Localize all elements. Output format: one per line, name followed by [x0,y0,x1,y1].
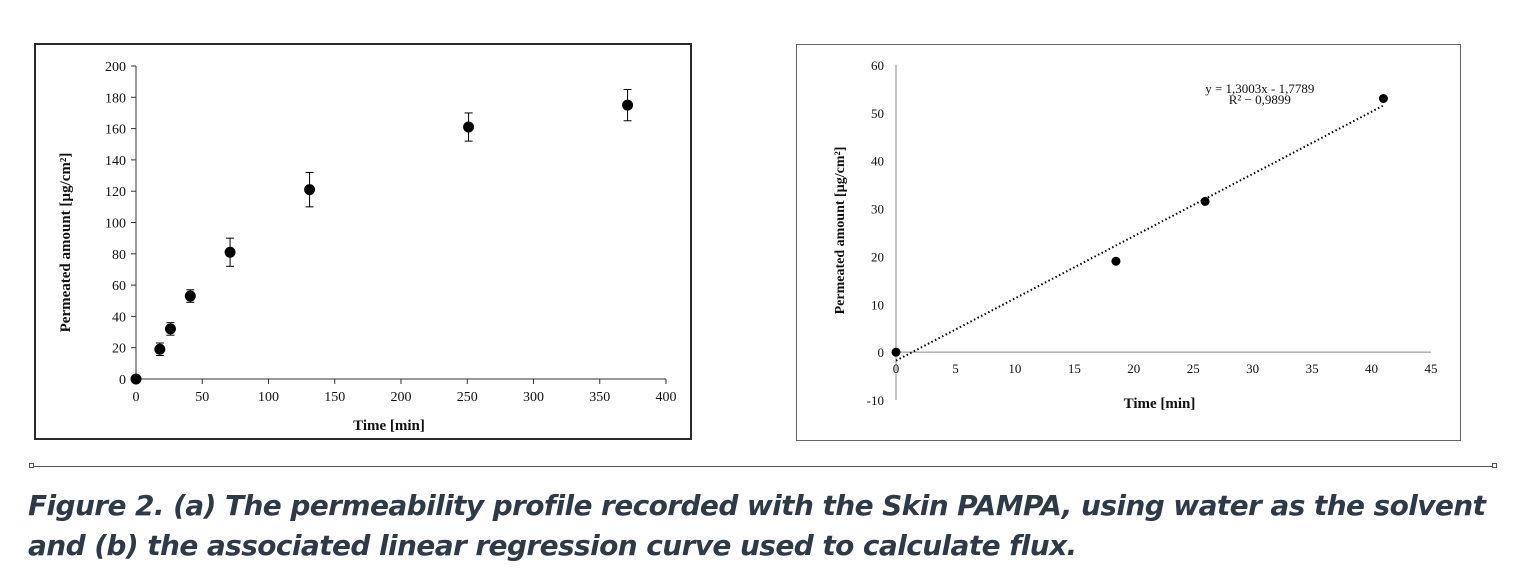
y-tick-label: 20 [871,249,884,264]
y-tick-label: 0 [119,373,126,388]
figure-caption: Figure 2. (a) The permeability profile r… [28,489,1486,562]
data-point [184,290,196,302]
data-point [130,373,142,385]
data-point [224,246,236,258]
x-axis-label: Time [min] [353,418,425,434]
x-tick-label: 0 [893,361,900,376]
chart-panel-b: 0 5 10 15 20 25 30 35 40 45 -10 0 10 20 30 40 50 60 Time [… [796,44,1461,441]
x-tick-label: 300 [523,390,544,405]
y-tick-label: 140 [105,154,126,169]
y-tick-label: -10 [867,393,884,408]
x-tick-label: 100 [258,390,279,405]
y-tick-label: 200 [105,60,126,75]
y-tick-label: 10 [871,297,884,312]
y-tick-label: 80 [112,248,126,263]
divider-cap-left [29,463,34,468]
r-squared-label: R² − 0,9899 [1229,92,1291,107]
y-tick-label: 40 [871,154,884,169]
data-point [463,121,475,133]
x-tick-label: 15 [1068,361,1081,376]
y-tick-label: 120 [105,185,126,200]
y-tick-label: 180 [105,91,126,106]
caption-divider [31,466,1496,467]
x-tick-label: 25 [1187,361,1200,376]
y-tick-label: 160 [105,123,126,138]
y-tick-label: 40 [112,310,126,325]
data-point [622,99,634,111]
data-point [304,184,316,196]
chart-a-svg: 0 50 100 150 200 250 300 350 400 0 20 40 60 80 100 120 1… [58,60,677,434]
y-tick-label: 100 [105,217,126,232]
data-point [1378,94,1388,103]
x-tick-label: 5 [952,361,959,376]
y-tick-label: 50 [871,106,884,121]
x-tick-label: 0 [133,390,140,405]
data-point [1111,256,1121,266]
x-tick-label: 40 [1365,361,1378,376]
x-tick-label: 150 [324,390,345,405]
x-tick-label: 30 [1246,361,1259,376]
y-tick-label: 60 [112,279,126,294]
trendline [895,104,1384,362]
data-point [1200,196,1210,206]
x-tick-label: 250 [457,390,478,405]
chart-panel-a: 0 50 100 150 200 250 300 350 400 0 20 40 60 80 100 120 1… [34,43,692,440]
y-tick-label: 0 [878,345,885,360]
data-point [891,347,901,357]
x-axis-label: Time [min] [1124,396,1196,412]
x-tick-label: 400 [656,390,677,405]
x-tick-label: 35 [1306,361,1319,376]
chart-b-svg: 0 5 10 15 20 25 30 35 40 45 -10 0 10 20 30 40 50 60 Time [… [833,58,1438,412]
x-tick-label: 50 [195,390,209,405]
x-tick-label: 10 [1008,361,1021,376]
divider-cap-right [1492,463,1497,468]
y-axis-label: Permeated amount [µg/cm²] [58,153,74,333]
x-tick-label: 20 [1127,361,1140,376]
x-tick-label: 45 [1425,361,1438,376]
data-point [154,343,166,355]
y-tick-label: 30 [871,202,884,217]
y-tick-label: 20 [112,342,126,357]
data-point [164,323,176,335]
x-tick-label: 350 [589,390,610,405]
y-tick-label: 60 [871,58,884,73]
x-tick-label: 200 [391,390,412,405]
y-axis-label: Permeated amount [µg/cm²] [833,147,848,315]
regression-equation: y = 1,3003x - 1,7789 [1205,81,1314,96]
